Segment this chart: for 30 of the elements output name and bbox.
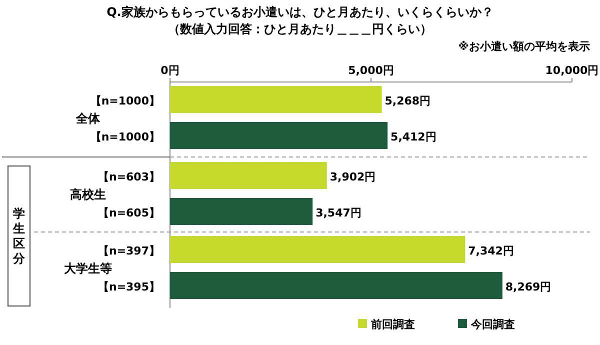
legend-label: 前回調査 — [370, 318, 415, 331]
text: 学生区分 — [12, 206, 26, 266]
text: ※お小遣い額の平均を表示 — [458, 40, 590, 53]
data-label: 5,268円 — [384, 94, 431, 108]
data-label: 3,547円 — [316, 206, 362, 220]
text: 【n=605】 — [98, 206, 160, 220]
data-label: 8,269円 — [505, 280, 552, 294]
x-tick-label: 10,000円 — [545, 64, 599, 77]
bar — [170, 122, 388, 149]
text: 【n=1000】 — [90, 94, 160, 108]
bar — [170, 198, 313, 225]
text: 【n=603】 — [98, 170, 160, 184]
text: 【n=397】 — [98, 244, 160, 258]
bar — [170, 86, 382, 113]
data-label: 5,412円 — [390, 130, 436, 144]
x-tick-label: 0円 — [160, 64, 180, 77]
text: 【n=395】 — [98, 280, 160, 294]
y-tick-label: 高校生 — [70, 188, 106, 202]
data-label: 7,342円 — [468, 244, 514, 258]
chart-title: Q.家族からもらっているお小遣いは、ひと月あたり、いくらくらいか？ — [106, 5, 494, 19]
y-tick-label: 全体 — [75, 112, 101, 126]
text: 【n=1000】 — [90, 130, 160, 144]
legend-label: 今回調査 — [470, 318, 515, 331]
chart-subtitle: （数値入力回答：ひと月あたり＿＿＿円くらい） — [168, 22, 432, 36]
bar — [170, 236, 466, 263]
x-tick-label: 5,000円 — [348, 64, 394, 77]
bar — [170, 272, 502, 299]
data-label: 3,902円 — [330, 170, 376, 184]
y-tick-label: 大学生等 — [64, 262, 112, 276]
bar — [170, 162, 327, 189]
